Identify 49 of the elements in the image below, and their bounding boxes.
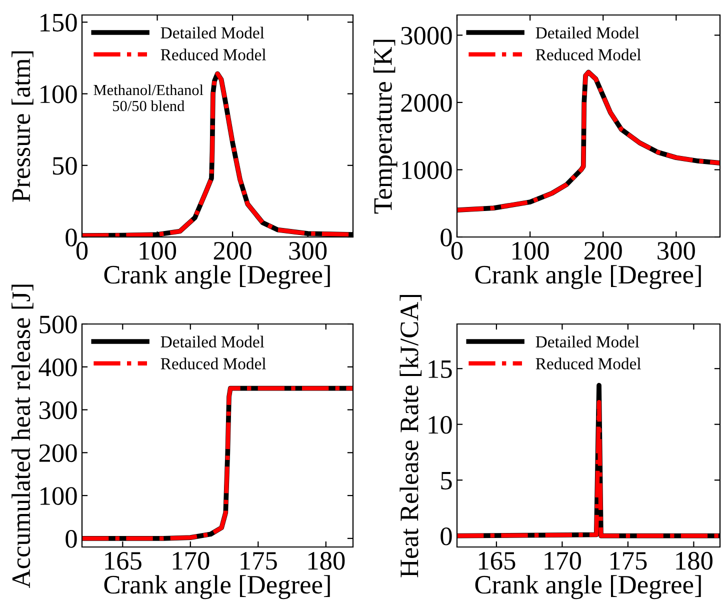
legend-label: Reduced Model bbox=[536, 48, 641, 60]
y-tick-label: 400 bbox=[38, 358, 77, 376]
legend-label: Reduced Model bbox=[160, 48, 266, 60]
y-axis-title: Heat Release Rate [kJ/CA] bbox=[400, 294, 422, 578]
x-axis-title: Crank angle [Degree] bbox=[104, 575, 330, 600]
x-tick-label: 170 bbox=[172, 552, 210, 570]
y-tick-label: 0 bbox=[440, 228, 452, 246]
legend-label: Detailed Model bbox=[160, 26, 264, 38]
y-tick-label: 100 bbox=[40, 85, 77, 104]
y-tick-label: 0 bbox=[66, 228, 77, 246]
y-tick-label: 100 bbox=[40, 487, 77, 505]
x-tick-label: 175 bbox=[240, 552, 277, 570]
x-tick-label: 200 bbox=[584, 242, 622, 260]
y-axis-title: Accumulated heat release [J] bbox=[12, 284, 34, 588]
legend-label: Detailed Model bbox=[536, 336, 640, 348]
x-tick-label: 170 bbox=[544, 552, 581, 570]
legend-label: Detailed Model bbox=[536, 26, 640, 38]
y-tick-label: 10 bbox=[428, 416, 452, 434]
x-tick-label: 100 bbox=[512, 242, 549, 260]
legend-label: Reduced Model bbox=[536, 358, 641, 370]
y-tick-label: 0 bbox=[66, 530, 77, 548]
y-tick-label: 200 bbox=[39, 444, 77, 462]
x-axis-title: Crank angle [Degree] bbox=[475, 265, 701, 290]
x-tick-label: 300 bbox=[658, 242, 695, 260]
y-tick-label: 2000 bbox=[401, 94, 452, 112]
x-tick-label: 165 bbox=[105, 552, 142, 570]
x-tick-label: 180 bbox=[676, 552, 712, 570]
y-tick-label: 0 bbox=[440, 527, 452, 546]
legend-label: Reduced Model bbox=[160, 358, 266, 370]
legend-label: Detailed Model bbox=[160, 336, 264, 348]
y-axis-title: Temperature [K] bbox=[373, 40, 398, 214]
y-tick-label: 1000 bbox=[402, 161, 452, 180]
y-tick-label: 150 bbox=[40, 14, 77, 32]
y-axis-title: Pressure [atm] bbox=[12, 51, 34, 202]
y-tick-label: 5 bbox=[441, 472, 452, 490]
x-tick-label: 100 bbox=[140, 242, 176, 260]
x-tick-label: 300 bbox=[289, 242, 327, 260]
y-tick-label: 3000 bbox=[401, 26, 452, 45]
x-axis-title: Crank angle [Degree] bbox=[475, 575, 701, 600]
x-tick-label: 200 bbox=[214, 242, 252, 260]
x-axis-title: Crank angle [Degree] bbox=[104, 265, 330, 290]
y-tick-label: 500 bbox=[40, 316, 77, 334]
y-tick-label: 300 bbox=[40, 401, 77, 420]
annotation: Methanol/Ethanol 50/50 blend bbox=[94, 84, 204, 112]
x-tick-label: 180 bbox=[308, 552, 345, 570]
y-tick-label: 15 bbox=[428, 360, 452, 378]
x-tick-label: 175 bbox=[610, 552, 647, 570]
x-tick-label: 165 bbox=[478, 552, 516, 570]
y-tick-label: 50 bbox=[52, 156, 77, 175]
